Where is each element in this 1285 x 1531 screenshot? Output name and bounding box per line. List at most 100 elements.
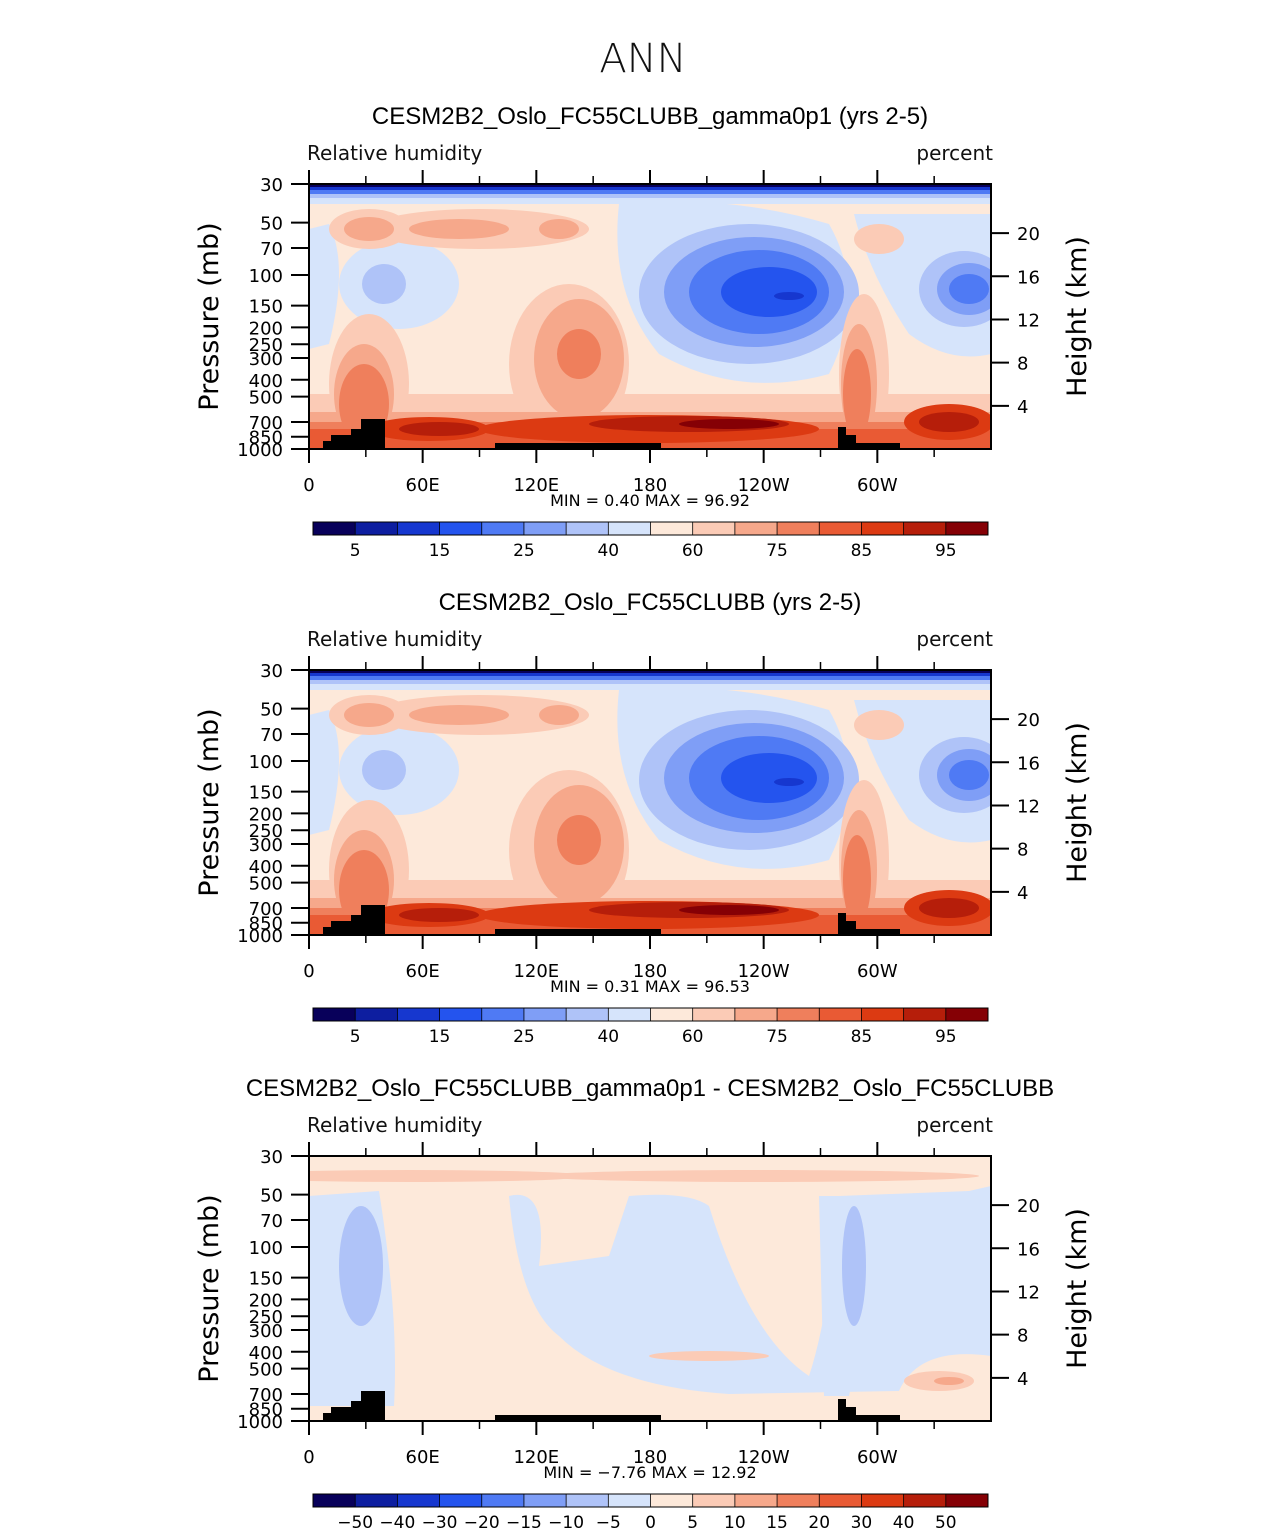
right-axis-title: Height (km) [1062,722,1093,883]
min-max-stats: MIN = 0.31 MAX = 96.53 [550,977,750,996]
colorbar-label: 95 [935,541,957,561]
colorbar-label: 5 [687,1513,698,1531]
y-tick-label: 300 [249,1321,283,1342]
colorbar-label: 5 [350,1027,361,1047]
min-max-stats: MIN = −7.76 MAX = 12.92 [543,1463,756,1482]
colorbar-swatch [861,1008,905,1021]
colorbar-swatch [945,1494,989,1507]
colorbar-label: 85 [851,541,873,561]
colorbar-label: −15 [506,1513,542,1531]
colorbar-label: −50 [337,1513,373,1531]
x-tick-label: 60E [406,961,440,982]
y-tick-label: 1000 [237,440,283,461]
colorbar-swatch [355,1008,398,1021]
colorbar-label: 75 [766,541,788,561]
colorbar-swatch [734,1494,778,1507]
height-tick-label: 12 [1017,1282,1040,1303]
x-tick-label: 60W [857,475,898,496]
colorbar-swatch [566,522,609,535]
colorbar-label: 60 [682,1027,704,1047]
y-tick-label: 300 [249,349,283,370]
colorbar-swatch [523,1008,567,1021]
colorbar-label: 30 [851,1513,873,1531]
colorbar-swatch [608,1494,651,1507]
colorbar-swatch [861,522,905,535]
x-tick-label: 120W [738,475,790,496]
colorbar-swatch [903,1494,947,1507]
colorbar-label: 25 [513,1027,535,1047]
y-tick-label: 70 [260,725,283,746]
colorbar-label: −20 [464,1513,500,1531]
height-tick-label: 8 [1017,840,1028,861]
chart-title: CESM2B2_Oslo_FC55CLUBB (yrs 2-5) [439,589,862,616]
height-tick-label: 20 [1017,1196,1040,1217]
figure-title: ANN [599,36,686,82]
y-axis-title: Pressure (mb) [194,708,225,896]
colorbar-label: 95 [935,1027,957,1047]
y-tick-label: 100 [249,752,283,773]
topography-mask [323,905,900,935]
colorbar-label: 40 [597,541,619,561]
y-tick-label: 200 [249,804,283,825]
colorbar-swatch [650,1494,694,1507]
y-tick-label: 150 [249,1269,283,1290]
colorbar-swatch [481,1494,525,1507]
min-max-stats: MIN = 0.40 MAX = 96.92 [550,491,750,510]
colorbar-swatch [481,1008,525,1021]
colorbar-label: 15 [766,1513,788,1531]
topography-mask [323,1391,900,1421]
y-tick-label: 300 [249,835,283,856]
y-tick-label: 850 [249,914,283,935]
colorbar-swatch [692,1494,736,1507]
colorbar-label: 15 [429,1027,451,1047]
y-tick-label: 1000 [237,1412,283,1433]
height-tick-label: 8 [1017,354,1028,375]
chart-title: CESM2B2_Oslo_FC55CLUBB_gamma0p1 - CESM2B… [246,1075,1054,1102]
chart-title: CESM2B2_Oslo_FC55CLUBB_gamma0p1 (yrs 2-5… [372,103,928,130]
colorbar-swatch [313,1008,356,1021]
x-tick-label: 120W [738,961,790,982]
y-tick-label: 700 [249,899,283,920]
x-tick-label: 60E [406,475,440,496]
x-tick-label: 120E [513,961,559,982]
y-tick-label: 700 [249,413,283,434]
colorbar-swatch [861,1494,905,1507]
y-tick-label: 70 [260,1211,283,1232]
colorbar-swatch [355,522,398,535]
field-label: Relative humidity [307,141,482,165]
y-tick-label: 500 [249,874,283,895]
colorbar-swatch [777,522,820,535]
y-tick-label: 70 [260,239,283,260]
height-tick-label: 4 [1017,397,1028,418]
colorbar-label: 40 [893,1513,915,1531]
colorbar-swatch [819,1008,862,1021]
units-label: percent [916,141,993,165]
contour-field [309,184,991,449]
colorbar-swatch [903,522,947,535]
colorbar-label: −30 [422,1513,458,1531]
chart-panel: CESM2B2_Oslo_FC55CLUBB_gamma0p1 - CESM2B… [194,1075,1093,1531]
colorbar-label: 5 [350,541,361,561]
y-axis-title: Pressure (mb) [194,222,225,410]
y-tick-label: 50 [260,1186,283,1207]
colorbar-label: 60 [682,541,704,561]
y-tick-label: 150 [249,297,283,318]
x-tick-label: 120E [513,1447,559,1468]
x-tick-label: 120E [513,475,559,496]
colorbar-label: 25 [513,541,535,561]
y-tick-label: 30 [260,661,283,682]
colorbar-swatch [650,1008,694,1021]
x-tick-label: 180 [633,961,667,982]
right-axis-title: Height (km) [1062,236,1093,397]
y-tick-label: 250 [249,335,283,356]
colorbar: 5 15 25 40 60 75 85 95 [312,1007,989,1047]
height-tick-label: 20 [1017,224,1040,245]
colorbar-label: −40 [379,1513,415,1531]
colorbar-swatch [397,1008,440,1021]
contour-field [309,1156,991,1421]
x-tick-label: 60E [406,1447,440,1468]
y-tick-label: 250 [249,821,283,842]
y-tick-label: 100 [249,1238,283,1259]
colorbar-swatch [777,1008,820,1021]
